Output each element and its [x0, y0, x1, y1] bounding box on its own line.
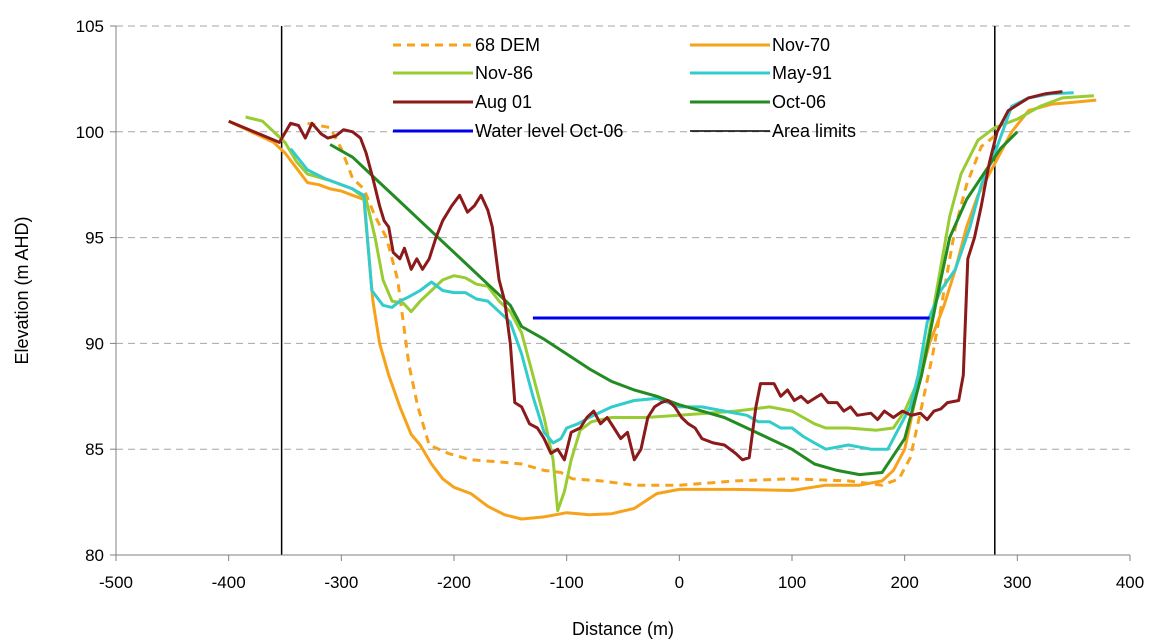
- x-axis-title: Distance (m): [572, 619, 674, 639]
- x-tick-label: -400: [212, 573, 246, 592]
- legend-label: May-91: [772, 63, 832, 83]
- legend-label: Aug 01: [475, 92, 532, 112]
- legend-entry-area-limits: Area limits: [690, 121, 856, 141]
- legend-label: Water level Oct-06: [475, 121, 623, 141]
- y-tick-label: 85: [85, 440, 104, 459]
- legend-entry-water-level-oct-06: Water level Oct-06: [393, 121, 623, 141]
- x-tick-label: 300: [1003, 573, 1031, 592]
- series-line-may-91: [289, 91, 1074, 451]
- x-tick-label: 100: [778, 573, 806, 592]
- series-line-nov-70: [228, 98, 1097, 521]
- series-line-aug-01: [228, 90, 1063, 462]
- y-tick-label: 105: [76, 17, 104, 36]
- x-tick-label: -100: [550, 573, 584, 592]
- y-tick-label: 90: [85, 334, 104, 353]
- series-line-oct-06: [329, 130, 1019, 477]
- axes: [115, 26, 1130, 556]
- x-tick-label: 0: [675, 573, 684, 592]
- legend-entry-may-91: May-91: [690, 63, 832, 83]
- legend-entry-68-dem: 68 DEM: [393, 35, 540, 55]
- legend-entry-aug-01: Aug 01: [393, 92, 532, 112]
- x-tick-label: 400: [1116, 573, 1144, 592]
- y-tick-label: 95: [85, 229, 104, 248]
- plot-area: [228, 26, 1097, 555]
- x-tick-label: -500: [99, 573, 133, 592]
- y-tick-label: 80: [85, 546, 104, 565]
- legend-entry-nov-86: Nov-86: [393, 63, 533, 83]
- y-tick-label: 100: [76, 123, 104, 142]
- legend-entry-nov-70: Nov-70: [690, 35, 830, 55]
- tick-labels: -500 -400 -300 -200 -100 0 100 200 300 400 80 85 90 9…: [76, 17, 1145, 592]
- series-line-68-dem: [307, 121, 996, 487]
- legend-entry-oct-06: Oct-06: [690, 92, 826, 112]
- legend-label: Oct-06: [772, 92, 826, 112]
- legend-label: Nov-86: [475, 63, 533, 83]
- legend-label: Area limits: [772, 121, 856, 141]
- x-tick-label: -300: [324, 573, 358, 592]
- x-tick-label: 200: [890, 573, 918, 592]
- legend-label: 68 DEM: [475, 35, 540, 55]
- y-axis-title: Elevation (m AHD): [12, 216, 32, 364]
- legend-label: Nov-70: [772, 35, 830, 55]
- x-tick-label: -200: [437, 573, 471, 592]
- legend: 68 DEM Nov-70 Nov-86 May-91 Aug 01 Oct-06 Wate…: [393, 35, 856, 141]
